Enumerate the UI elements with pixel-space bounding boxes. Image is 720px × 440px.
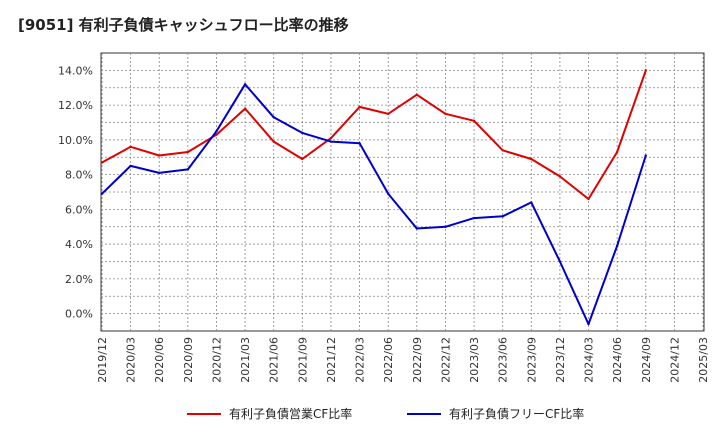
- legend: 有利子負債営業CF比率 有利子負債フリーCF比率: [187, 406, 584, 421]
- data-point: [587, 322, 590, 326]
- data-point: [158, 154, 161, 157]
- data-point: [129, 145, 132, 149]
- data-point: [444, 112, 447, 116]
- data-point: [215, 133, 218, 136]
- x-tick-label: 2023/03: [468, 337, 481, 383]
- data-point: [386, 112, 390, 116]
- x-tick-label: 2024/06: [611, 337, 624, 383]
- x-tick-label: 2023/12: [554, 337, 567, 383]
- data-point: [558, 175, 562, 178]
- data-point: [415, 93, 419, 96]
- y-tick-label: 8.0%: [65, 169, 93, 182]
- data-point: [272, 140, 275, 143]
- data-point: [186, 168, 190, 171]
- x-tick-label: 2022/09: [411, 337, 424, 383]
- data-point: [415, 227, 419, 230]
- y-tick-label: 12.0%: [58, 99, 93, 112]
- data-point: [129, 164, 132, 168]
- data-point: [386, 192, 390, 195]
- data-point: [186, 150, 190, 154]
- data-point: [587, 197, 590, 201]
- data-point: [644, 69, 647, 72]
- x-tick-label: 2020/09: [182, 337, 195, 383]
- data-point: [530, 157, 533, 161]
- grid-lines: [101, 53, 704, 331]
- data-point: [301, 131, 304, 135]
- y-axis: 0.0% 2.0% 4.0% 6.0% 8.0% 10.0% 12.0% 14.0%: [58, 64, 93, 320]
- series-layer: [100, 69, 647, 326]
- x-tick-label: 2021/12: [325, 337, 338, 383]
- data-point: [358, 105, 361, 109]
- data-point: [644, 154, 647, 157]
- x-tick-label: 2020/12: [210, 337, 223, 383]
- data-point: [215, 129, 218, 133]
- data-point: [243, 83, 247, 86]
- data-point: [615, 150, 619, 154]
- x-tick-label: 2024/09: [640, 337, 653, 383]
- data-point: [329, 136, 333, 140]
- series-line-2: [101, 83, 647, 326]
- data-point: [158, 171, 161, 175]
- data-point: [558, 260, 562, 263]
- x-tick-label: 2021/06: [268, 337, 281, 383]
- x-tick-label: 2022/06: [382, 337, 395, 383]
- x-tick-label: 2019/12: [96, 337, 109, 383]
- x-tick-label: 2022/12: [439, 337, 452, 383]
- x-tick-label: 2022/03: [354, 337, 367, 383]
- y-tick-label: 4.0%: [65, 238, 93, 251]
- data-point: [472, 216, 476, 220]
- x-tick-label: 2020/06: [153, 337, 166, 383]
- series-line-1: [101, 70, 647, 200]
- data-point: [615, 244, 619, 248]
- x-tick-label: 2024/03: [583, 337, 596, 383]
- y-tick-label: 0.0%: [65, 308, 93, 321]
- data-point: [358, 142, 361, 145]
- data-point: [444, 225, 447, 228]
- legend-label-1: 有利子負債営業CF比率: [229, 406, 352, 421]
- data-point: [301, 157, 304, 161]
- x-tick-label: 2025/03: [697, 337, 710, 383]
- data-point: [272, 116, 275, 119]
- data-point: [329, 140, 333, 143]
- y-tick-label: 2.0%: [65, 273, 93, 286]
- data-point: [530, 201, 533, 204]
- chart-title: [9051] 有利子負債キャッシュフロー比率の推移: [18, 16, 349, 34]
- x-tick-label: 2021/09: [296, 337, 309, 383]
- y-tick-label: 10.0%: [58, 134, 93, 147]
- x-tick-label: 2023/06: [497, 337, 510, 383]
- data-point: [501, 215, 504, 218]
- y-tick-label: 14.0%: [58, 64, 93, 77]
- data-point: [501, 149, 504, 152]
- x-tick-label: 2024/12: [668, 337, 681, 383]
- data-point: [472, 119, 476, 122]
- x-tick-label: 2020/03: [125, 337, 138, 383]
- data-point: [243, 107, 247, 110]
- x-axis: 2019/12 2020/03 2020/06 2020/09 2020/12 2021/…: [96, 337, 710, 383]
- data-point: [100, 161, 104, 164]
- x-tick-label: 2023/09: [525, 337, 538, 383]
- y-tick-label: 6.0%: [65, 203, 93, 216]
- data-point: [100, 192, 104, 195]
- x-tick-label: 2021/03: [239, 337, 252, 383]
- legend-label-2: 有利子負債フリーCF比率: [449, 406, 584, 421]
